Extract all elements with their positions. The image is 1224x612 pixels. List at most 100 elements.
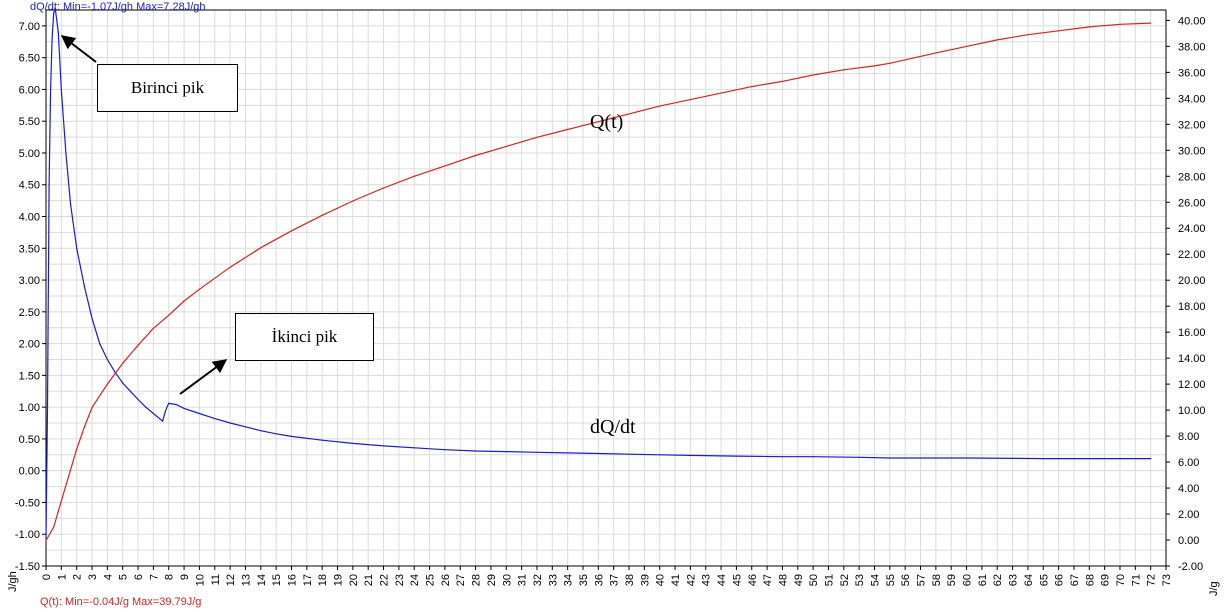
dqdt-point [165, 409, 167, 411]
x-tick-label: 19 [333, 574, 345, 586]
right-tick-label: 14.00 [1178, 353, 1206, 365]
x-tick-label: 2 [72, 574, 84, 580]
left-tick-label: 3.50 [19, 243, 40, 255]
qt-point [628, 113, 630, 115]
x-tick-label: 64 [1023, 574, 1035, 586]
x-tick-label: 17 [302, 574, 314, 586]
qt-point [60, 500, 62, 502]
first-peak-callout: Birinci pik [97, 64, 238, 112]
dqdt-point [48, 184, 50, 186]
dqdt-point [1119, 458, 1121, 460]
qt-point [168, 314, 170, 316]
x-tick-label: 55 [885, 574, 897, 586]
qt-point [290, 230, 293, 232]
x-tick-label: 66 [1054, 574, 1066, 586]
left-tick-label: 5.50 [19, 116, 40, 128]
x-tick-label: 65 [1038, 574, 1050, 586]
x-tick-label: 35 [578, 574, 590, 586]
x-tick-label: 46 [747, 574, 759, 586]
qt-point [843, 69, 845, 71]
qt-point [198, 288, 201, 290]
dqdt-stats-header: dQ/dt: Min=-1.07J/gh Max=7.28J/gh [30, 1, 206, 13]
dqdt-point [229, 422, 231, 424]
qt-point [474, 154, 477, 157]
x-tick-label: 15 [271, 574, 283, 586]
right-tick-label: 30.00 [1178, 145, 1206, 157]
dqdt-point [275, 433, 277, 435]
dqdt-point [735, 455, 738, 457]
x-tick-label: 0 [41, 574, 53, 580]
right-tick-label: 10.00 [1178, 405, 1206, 417]
left-axis-unit: J/gh [7, 571, 19, 592]
x-tick-label: 73 [1161, 574, 1173, 586]
dqdt-point [99, 343, 101, 345]
left-tick-label: 6.00 [19, 84, 40, 96]
x-tick-label: 28 [471, 574, 483, 586]
second-peak-arrow [179, 359, 228, 395]
x-tick-label: 36 [593, 574, 605, 586]
dqdt-point [474, 450, 477, 452]
qt-point [965, 45, 968, 47]
left-tick-label: 2.50 [19, 307, 40, 319]
right-tick-label: 18.00 [1178, 301, 1206, 313]
x-tick-label: 70 [1115, 574, 1127, 586]
x-tick-label: 24 [409, 574, 421, 586]
dqdt-point [65, 152, 67, 154]
right-tick-label: 0.00 [1178, 535, 1199, 547]
dqdt-point [812, 456, 814, 458]
dqdt-point [175, 404, 178, 406]
x-tick-label: 1 [56, 574, 68, 580]
right-tick-label: -2.00 [1178, 561, 1203, 573]
dqdt-point [122, 382, 124, 384]
right-tick-label: 24.00 [1178, 223, 1206, 235]
dqdt-point [689, 454, 691, 457]
right-tick-label: 34.00 [1178, 93, 1206, 105]
qt-point [1119, 23, 1121, 25]
dqdt-point [1150, 458, 1152, 460]
x-tick-label: 7 [148, 574, 160, 580]
dqdt-point [1042, 458, 1044, 460]
left-axis-ticks: 7.00 6.50 6.00 5.50 5.00 4.50 4.00 3.50 3.00 2.50… [15, 21, 46, 573]
dqdt-point [76, 247, 78, 249]
dqdt-point [57, 31, 59, 33]
qt-point [53, 526, 55, 528]
dqdt-point [858, 456, 860, 458]
qt-point [444, 165, 446, 167]
dqdt-point [965, 457, 968, 459]
x-tick-label: 23 [394, 574, 406, 586]
x-tick-label: 57 [916, 574, 928, 586]
dqdt-point [54, 7, 56, 9]
qt-point [567, 128, 569, 131]
x-tick-label: 10 [194, 574, 206, 586]
dqdt-point [183, 407, 185, 410]
x-tick-label: 8 [164, 574, 176, 580]
dqdt-point [106, 358, 108, 361]
left-tick-label: -1.00 [15, 529, 40, 541]
qt-point [689, 99, 691, 101]
x-tick-label: 71 [1130, 574, 1142, 586]
dqdt-point [51, 37, 53, 40]
qt-point [413, 175, 415, 177]
x-tick-label: 49 [793, 574, 805, 586]
x-tick-label: 13 [240, 574, 252, 586]
dqdt-point [444, 449, 446, 451]
qt-point [781, 80, 784, 83]
dqdt-point [152, 412, 154, 415]
right-tick-label: 2.00 [1178, 509, 1199, 521]
dqdt-point [145, 406, 147, 408]
x-tick-label: 44 [716, 574, 728, 586]
qt-point [183, 300, 185, 302]
dqdt-point [129, 390, 131, 392]
right-tick-label: 36.00 [1178, 67, 1206, 79]
left-tick-label: 0.50 [19, 434, 40, 446]
dqdt-point [46, 406, 49, 408]
qt-point [229, 266, 231, 268]
qt-point [260, 247, 262, 249]
qt-point [1058, 30, 1060, 32]
x-tick-label: 53 [854, 574, 866, 586]
x-tick-label: 47 [762, 574, 774, 586]
x-tick-label: 16 [286, 574, 298, 586]
x-tick-label: 45 [731, 574, 743, 586]
right-axis-ticks: 40.00 38.00 36.00 34.00 32.00 30.00 28.00 26.00… [1166, 15, 1206, 573]
dqdt-point [83, 285, 85, 288]
